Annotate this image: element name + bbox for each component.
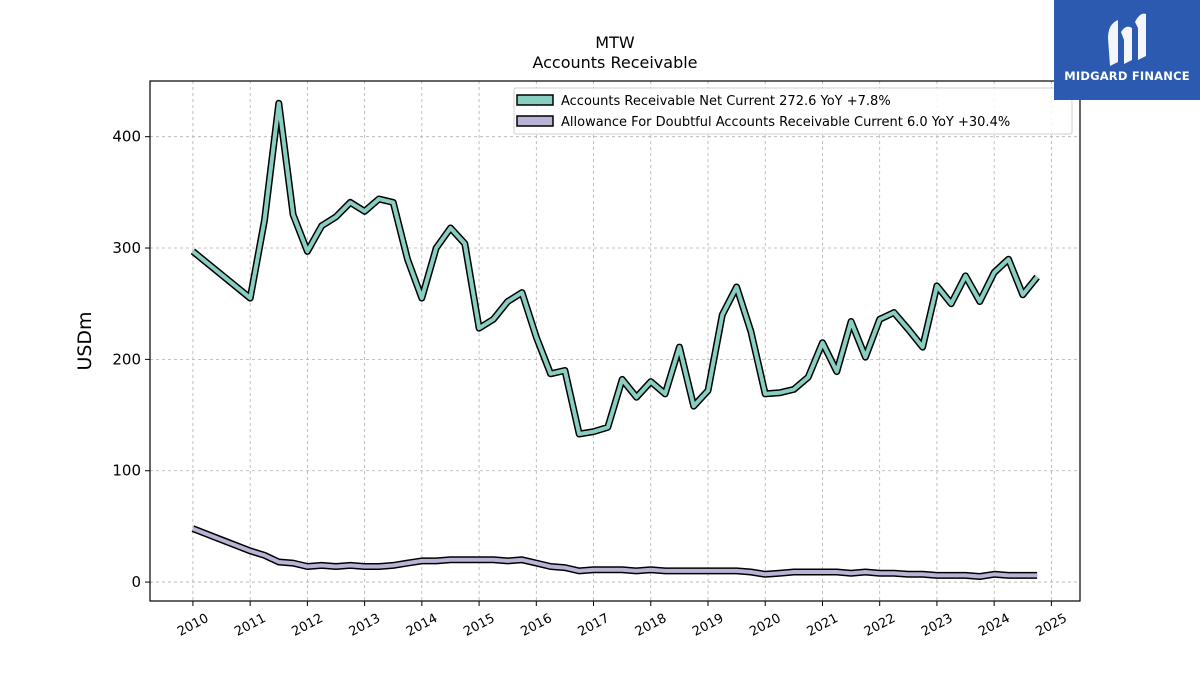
x-tick-label: 2017 — [576, 611, 612, 640]
x-tick-label: 2021 — [805, 611, 841, 640]
series-layer — [190, 99, 1040, 580]
x-tick-label: 2025 — [1033, 611, 1069, 640]
brand-logo-icon — [1108, 13, 1146, 66]
legend-label: Allowance For Doubtful Accounts Receivab… — [561, 115, 1010, 130]
legend-swatch — [516, 115, 554, 127]
y-tick-label: 400 — [112, 128, 141, 146]
x-tick-label: 2014 — [404, 611, 440, 640]
x-tick-label: 2015 — [461, 611, 497, 640]
y-tick-label: 300 — [112, 239, 141, 257]
x-tick-label: 2022 — [862, 611, 898, 640]
x-tick-label: 2023 — [919, 611, 955, 640]
brand-name: MIDGARD FINANCE — [1064, 69, 1190, 83]
legend-label: Accounts Receivable Net Current 272.6 Yo… — [561, 94, 891, 109]
y-tick-label: 0 — [131, 573, 141, 591]
x-tick-label: 2019 — [690, 611, 726, 640]
x-tick-label: 2010 — [175, 611, 211, 640]
legend: Accounts Receivable Net Current 272.6 Yo… — [513, 87, 1073, 135]
x-tick-label: 2013 — [347, 611, 383, 640]
series-line-1 — [191, 101, 1039, 436]
chart-subtitle: Accounts Receivable — [532, 53, 697, 72]
x-tick-label: 2012 — [289, 611, 325, 640]
legend-box — [513, 87, 1073, 135]
y-tick-label: 200 — [112, 350, 141, 368]
y-tick-label: 100 — [112, 462, 141, 480]
grid — [150, 81, 1080, 601]
x-tick-label: 2020 — [747, 611, 783, 640]
y-axis-label: USDm — [74, 311, 96, 370]
x-tick-label: 2024 — [976, 611, 1012, 640]
series-line-2 — [192, 526, 1038, 579]
x-tick-label: 2018 — [633, 611, 669, 640]
legend-swatch — [516, 94, 554, 106]
plot-frame — [149, 80, 1081, 602]
series-outline-1 — [190, 99, 1040, 438]
x-tick-label: 2016 — [518, 611, 554, 640]
chart-title: MTW — [595, 33, 635, 52]
axes: 2010 2011 2012 2013 2014 2015 2016 2017 2018 2019… — [112, 128, 1069, 640]
brand-logo: MIDGARD FINANCE — [1054, 0, 1200, 100]
x-tick-label: 2011 — [232, 611, 268, 640]
